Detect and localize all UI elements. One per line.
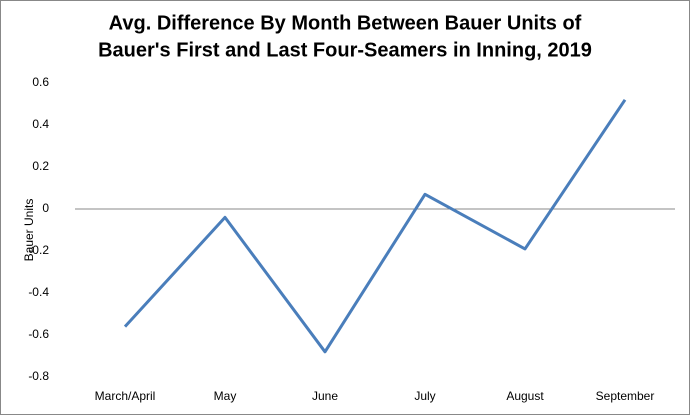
x-tick-label: September <box>596 389 655 403</box>
y-tick-label: -0.4 <box>28 285 49 299</box>
y-tick-label: 0.6 <box>32 75 49 89</box>
x-tick-label: June <box>312 389 338 403</box>
y-tick-label: -0.6 <box>28 327 49 341</box>
data-line <box>123 98 627 354</box>
x-tick-label: July <box>414 389 435 403</box>
y-tick-label: -0.8 <box>28 369 49 383</box>
x-tick-label: May <box>214 389 237 403</box>
y-tick-label: 0.4 <box>32 117 49 131</box>
chart-title: Avg. Difference By Month Between Bauer U… <box>109 12 582 34</box>
y-tick-label: 0.2 <box>32 159 49 173</box>
chart-title: Bauer's First and Last Four-Seamers in I… <box>98 39 592 61</box>
x-tick-label: March/April <box>95 389 156 403</box>
y-tick-label: -0.2 <box>28 243 49 257</box>
y-tick-label: 0 <box>42 201 49 215</box>
x-tick-label: August <box>506 389 544 403</box>
y-axis-label: Bauer Units <box>22 199 36 262</box>
